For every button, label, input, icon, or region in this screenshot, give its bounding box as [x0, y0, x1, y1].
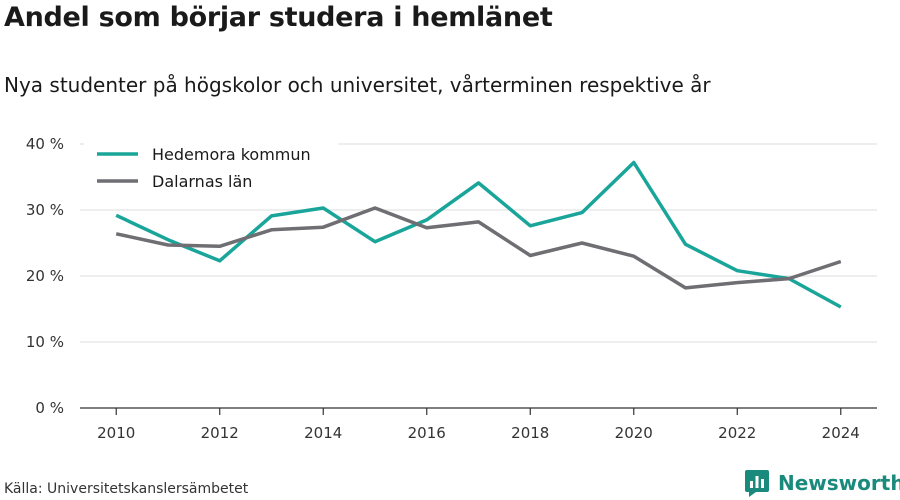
series-line-0 — [115, 160, 842, 309]
brand: Newsworthy — [744, 468, 900, 498]
x-tick-label: 2014 — [304, 424, 342, 442]
newsworthy-logo-icon — [745, 470, 769, 497]
x-tick-label: 2016 — [408, 424, 446, 442]
y-tick-label: 20 % — [26, 267, 64, 285]
y-tick-label: 10 % — [26, 333, 64, 351]
legend-entry: Hedemora kommun — [152, 145, 311, 164]
series-lines — [115, 160, 842, 309]
x-axis-ticks: 2010 2012 2014 2016 2018 2020 2022 2024 — [97, 408, 860, 442]
y-tick-label: 40 % — [26, 135, 64, 153]
x-tick-label: 2024 — [822, 424, 860, 442]
x-tick-label: 2010 — [97, 424, 135, 442]
x-tick-label: 2020 — [615, 424, 653, 442]
chart-title: Andel som börjar studera i hemlänet — [4, 2, 553, 33]
x-tick-label: 2018 — [511, 424, 549, 442]
brand-name: Newsworthy — [778, 471, 900, 495]
legend: Hedemora kommun Dalarnas län — [84, 137, 338, 201]
series-line-1 — [115, 206, 842, 290]
x-tick-label: 2022 — [718, 424, 756, 442]
chart-subtitle: Nya studenter på högskolor och universit… — [4, 73, 711, 97]
source-note: Källa: Universitetskanslersämbetet — [4, 481, 249, 497]
legend-entry: Dalarnas län — [152, 172, 252, 191]
y-tick-label: 0 % — [35, 399, 64, 417]
legend-background — [84, 137, 338, 201]
x-tick-label: 2012 — [201, 424, 239, 442]
y-axis-ticks: 0 % 10 % 20 % 30 % 40 % — [26, 135, 64, 417]
y-tick-label: 30 % — [26, 201, 64, 219]
